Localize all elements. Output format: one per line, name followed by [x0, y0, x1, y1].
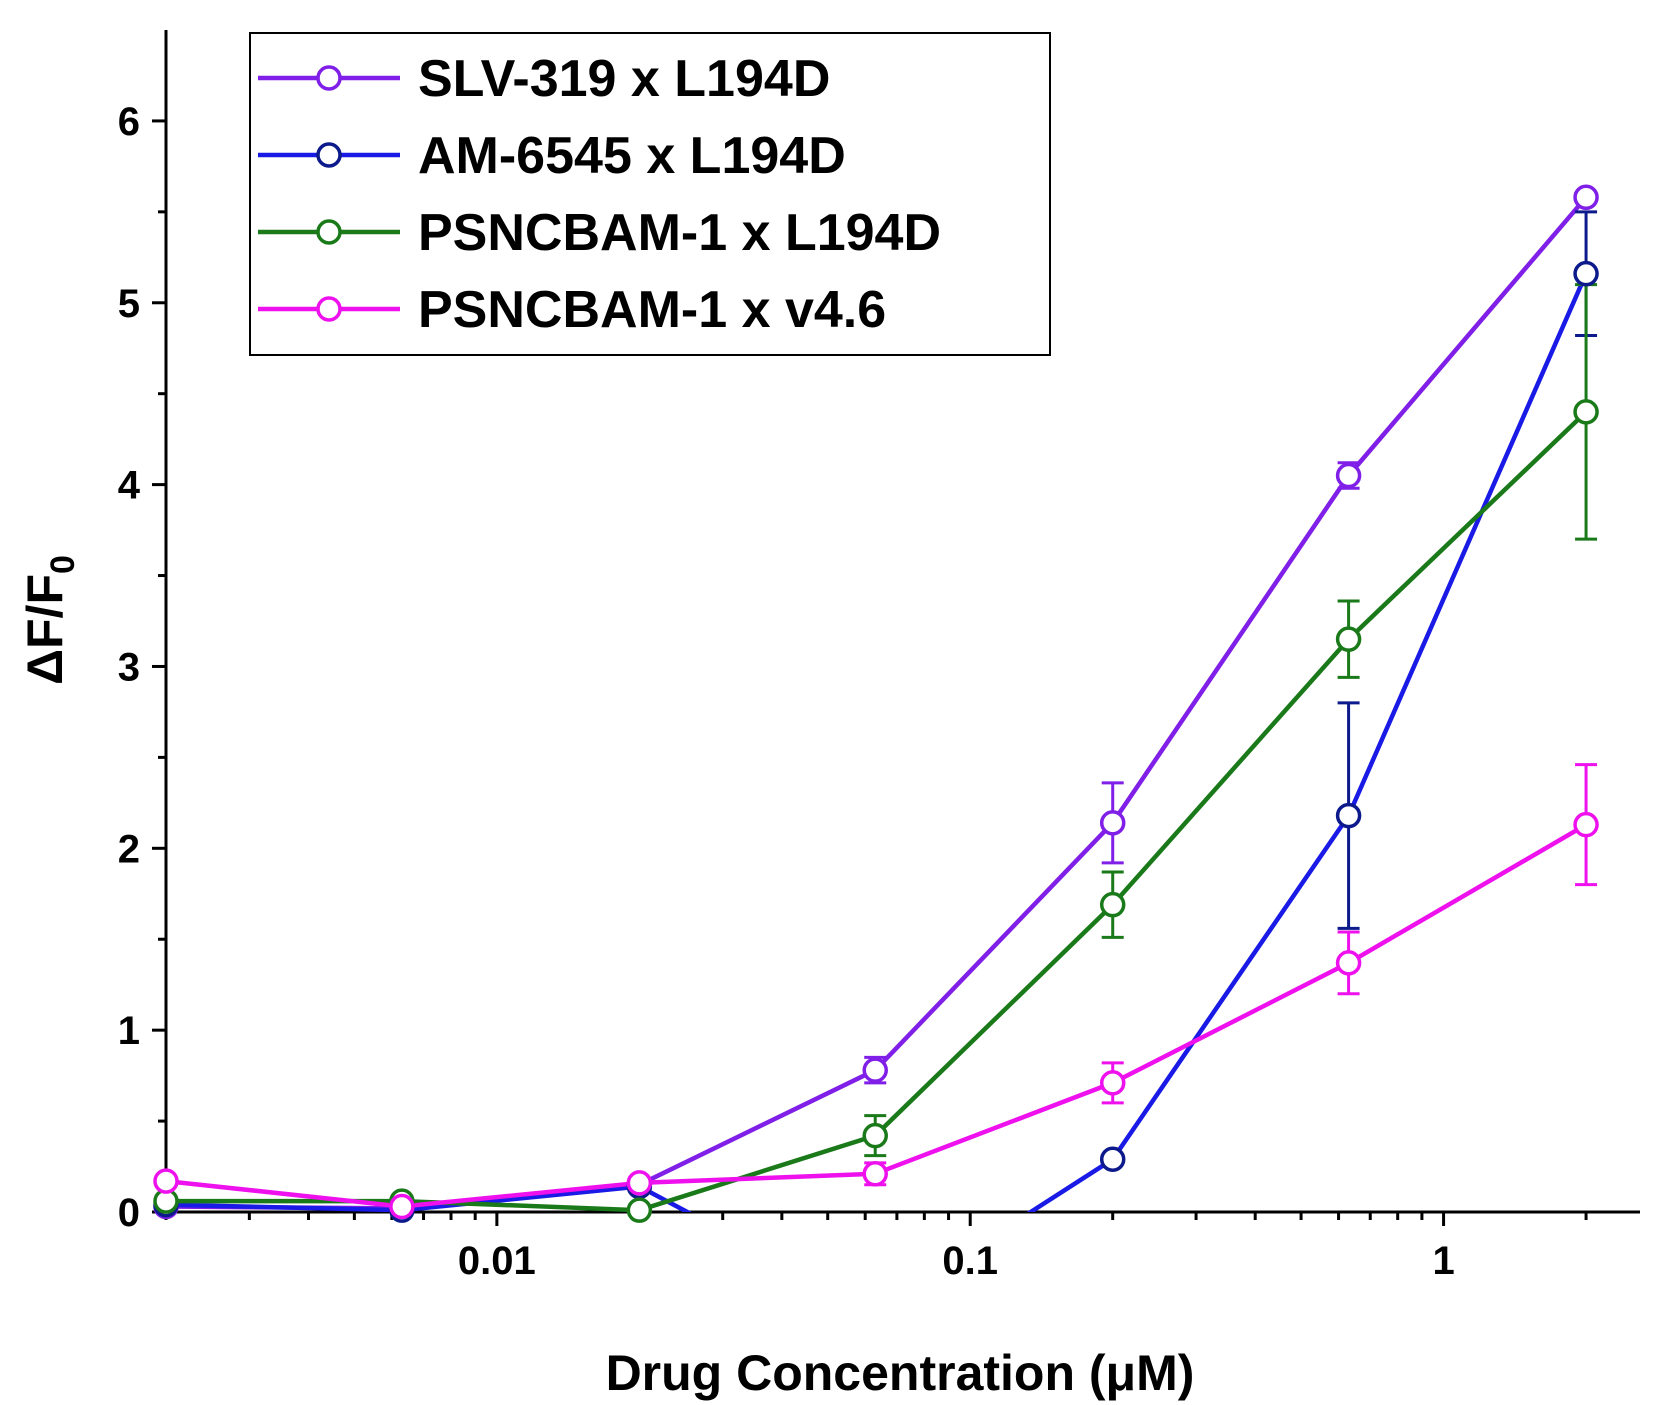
- legend-box: [249, 32, 1051, 356]
- data-point: [626, 1170, 653, 1196]
- data-point: [1573, 399, 1599, 425]
- legend-label: AM-6545 x L194D: [418, 127, 846, 185]
- y-tick-label: 4: [118, 464, 141, 508]
- marker-layer: [153, 184, 1599, 1223]
- y-tick-label: 0: [118, 1191, 140, 1235]
- data-point: [1335, 950, 1362, 976]
- x-tick-label: 0.01: [458, 1239, 536, 1283]
- data-point: [1099, 1146, 1126, 1173]
- y-tick-label: 3: [118, 645, 140, 689]
- y-tick-label: 6: [118, 100, 140, 144]
- data-point: [1335, 802, 1362, 829]
- data-point: [1573, 184, 1599, 211]
- data-point: [153, 1168, 179, 1194]
- y-axis-title-main: ΔF/F: [17, 574, 73, 685]
- legend-swatch-marker: [316, 65, 342, 91]
- y-axis-title: ΔF/F0: [17, 555, 82, 685]
- legend: SLV-319 x L194D AM-6545 x L194D PSNCBAM-1 …: [249, 32, 1051, 356]
- data-point: [1335, 626, 1362, 652]
- y-tick-label: 5: [118, 282, 140, 326]
- data-point: [1099, 1070, 1126, 1096]
- data-point: [862, 1057, 888, 1083]
- legend-label: PSNCBAM-1 x v4.6: [418, 281, 886, 339]
- legend-swatch-marker: [316, 142, 342, 168]
- data-point: [626, 1197, 653, 1223]
- legend-swatch-marker: [316, 296, 342, 322]
- x-axis-title: Drug Concentration (μM): [606, 1345, 1195, 1401]
- y-tick-label: 2: [118, 827, 140, 871]
- data-point: [1573, 811, 1599, 838]
- svg-text:ΔF/F0: ΔF/F0: [17, 555, 82, 685]
- data-point: [862, 1122, 888, 1149]
- legend-label: PSNCBAM-1 x L194D: [418, 204, 941, 262]
- data-point: [862, 1161, 888, 1187]
- data-point: [1335, 462, 1362, 489]
- tick-label-layer: 0 1 2 3 4 5 6 0.01 0.1 1: [118, 100, 1455, 1283]
- x-tick-label: 0.1: [942, 1239, 998, 1283]
- data-point: [1099, 891, 1126, 918]
- data-point: [1099, 810, 1126, 836]
- data-point: [1573, 260, 1599, 287]
- legend-label: SLV-319 x L194D: [418, 50, 830, 108]
- y-tick-label: 1: [118, 1009, 140, 1053]
- data-point: [389, 1193, 415, 1220]
- series-line-3: [166, 410, 1588, 1212]
- x-tick-label: 1: [1432, 1239, 1454, 1283]
- legend-swatch-marker: [316, 219, 342, 245]
- y-axis-title-subscript: 0: [44, 555, 82, 574]
